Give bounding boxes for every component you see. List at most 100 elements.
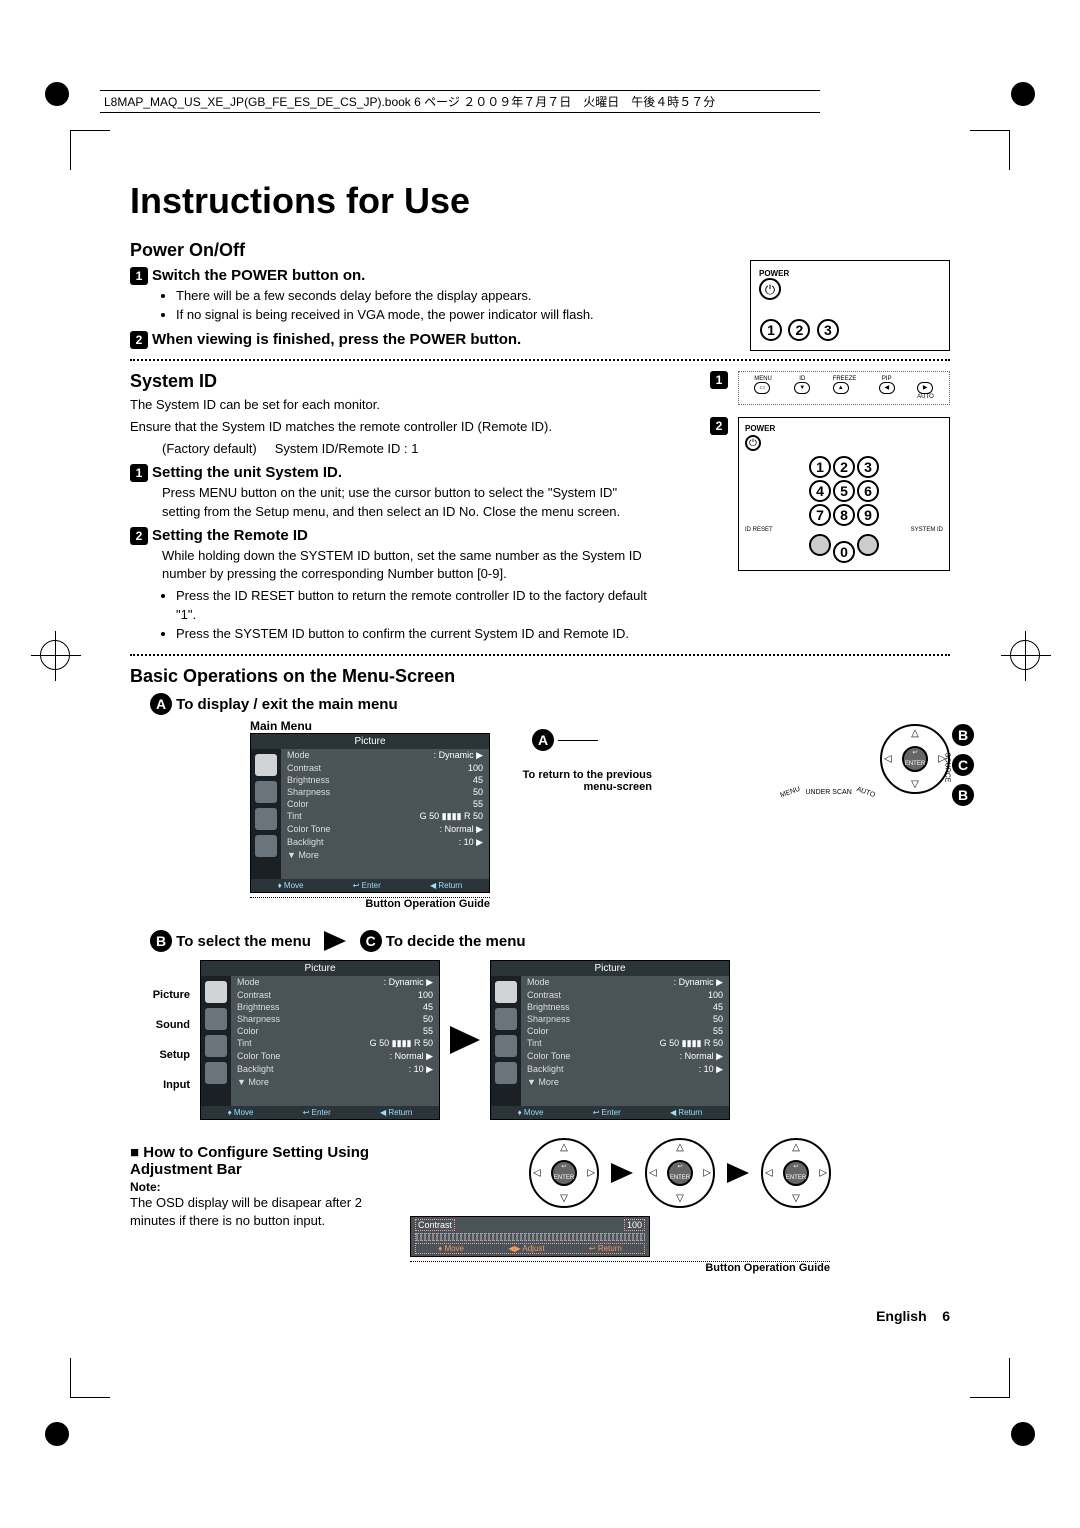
- config-title-text: How to Configure Setting Using Adjustmen…: [130, 1144, 369, 1178]
- menu-title: Picture: [251, 734, 489, 749]
- arrow-right-icon: [727, 1163, 749, 1183]
- circ-b1: B: [952, 724, 974, 746]
- btn-label: ID: [794, 376, 810, 382]
- enter-wheel: ↩ENTER △ ▽ ◁ ▷: [880, 724, 950, 794]
- setup-icon: [495, 1035, 517, 1057]
- main-menu-screen: Picture Mode: Dynamic ▶Contrast100Bright…: [250, 733, 490, 893]
- power-step1-text: Switch the POWER button on.: [152, 267, 365, 284]
- power-heading: Power On/Off: [130, 240, 650, 261]
- badge-1: 1: [130, 267, 148, 285]
- sound-icon: [205, 1008, 227, 1030]
- menu-title: Picture: [491, 961, 729, 976]
- circ-c1: C: [952, 754, 974, 776]
- unit-buttons: MENU▭ ID▼ FREEZE▲ PIP◀ .▶AUTO: [738, 371, 950, 405]
- key-3: 3: [857, 456, 879, 478]
- adj-label: Contrast: [415, 1219, 455, 1231]
- page-footer: English 6: [876, 1308, 950, 1324]
- footer-enter: ↩ Enter: [353, 881, 381, 890]
- menu-body-a: Mode: Dynamic ▶Contrast100Brightness45Sh…: [281, 749, 489, 861]
- key-9: 9: [857, 504, 879, 526]
- note-label: Note:: [130, 1180, 390, 1194]
- b-title-text: To select the menu: [176, 933, 311, 950]
- arrow-right-icon: [611, 1163, 633, 1183]
- enter-icon: ↩ENTER: [667, 1160, 693, 1186]
- up-btn-icon: ▲: [833, 382, 849, 394]
- key-systemid: [857, 534, 879, 556]
- adj-footer: ♦ Move ◀▶ Adjust ↩ Return: [415, 1243, 645, 1254]
- key-7: 7: [809, 504, 831, 526]
- systemid-label: SYSTEM ID: [911, 527, 943, 533]
- power-step2-text: When viewing is finished, press the POWE…: [152, 331, 521, 348]
- side-picture: Picture: [130, 989, 190, 1001]
- bog-pointer-2: Button Operation Guide: [410, 1261, 830, 1274]
- down-btn-icon: ▼: [794, 382, 810, 394]
- input-icon: [495, 1062, 517, 1084]
- systemid-line2: Ensure that the System ID matches the re…: [130, 418, 650, 436]
- arrow-big-icon: [450, 1026, 480, 1054]
- note-body: The OSD display will be disapear after 2…: [130, 1194, 390, 1230]
- left-arrow-icon: ◁: [884, 753, 892, 764]
- badge-remote-1: 1: [710, 371, 728, 389]
- enter-icon: ↩ENTER: [902, 746, 928, 772]
- a-title: A To display / exit the main menu: [150, 693, 950, 715]
- circ-a: A: [150, 693, 172, 715]
- enter-wheel: ↩ENTER△▽◁▷: [645, 1138, 715, 1208]
- systemid-s2: 2Setting the Remote ID: [130, 527, 650, 545]
- circ-1: 1: [760, 319, 782, 341]
- key-2: 2: [833, 456, 855, 478]
- footer-move: ♦ Move: [278, 881, 304, 890]
- menu-title: Picture: [201, 961, 439, 976]
- key-8: 8: [833, 504, 855, 526]
- adj-move: ♦ Move: [438, 1244, 464, 1253]
- s2-title: Setting the Remote ID: [152, 527, 308, 544]
- reg-dot-br: [1011, 1422, 1035, 1446]
- menu-footer: ♦ Move ↩ Enter ◀ Return: [491, 1106, 729, 1119]
- badge-remote-2: 2: [710, 417, 728, 435]
- wheel-auto-label: AUTO: [856, 786, 877, 799]
- menu-screen-c: Picture Mode: Dynamic ▶Contrast100Bright…: [490, 960, 730, 1120]
- down-arrow-icon: ▽: [911, 779, 919, 790]
- power-step1: 1Switch the POWER button on.: [130, 267, 650, 285]
- default-b: System ID/Remote ID : 1: [275, 441, 419, 456]
- target-mark: [1010, 640, 1040, 670]
- c-title: C To decide the menu: [360, 930, 526, 952]
- remote-keypad: POWER ⏻ 123 456 789 ID RESET SYSTEM ID 0: [738, 417, 950, 571]
- list-item: Press the ID RESET button to return the …: [176, 587, 650, 625]
- crop-mark: [70, 1358, 110, 1398]
- btn-label: FREEZE: [833, 376, 857, 382]
- footer-enter: ↩ Enter: [303, 1108, 331, 1117]
- power-label: POWER: [759, 269, 941, 278]
- idreset-label: ID RESET: [745, 527, 773, 533]
- circ-a-diag: A: [532, 729, 554, 751]
- wheel-menu-label: MENU: [780, 785, 802, 799]
- footer-return: ◀ Return: [380, 1108, 412, 1117]
- circ-2: 2: [788, 319, 810, 341]
- crop-mark: [970, 1358, 1010, 1398]
- side-input: Input: [130, 1079, 190, 1091]
- up-arrow-icon: △: [911, 728, 919, 739]
- picture-icon: [205, 981, 227, 1003]
- circ-3: 3: [817, 319, 839, 341]
- enter-wheel: ↩ENTER△▽◁▷: [761, 1138, 831, 1208]
- setup-icon: [205, 1035, 227, 1057]
- config-title: ■ How to Configure Setting Using Adjustm…: [130, 1144, 390, 1178]
- s1-title: Setting the unit System ID.: [152, 464, 342, 481]
- s1-body: Press MENU button on the unit; use the c…: [162, 484, 650, 520]
- systemid-s1: 1Setting the unit System ID.: [130, 464, 650, 482]
- left-btn-icon: ◀: [879, 382, 895, 394]
- reg-dot-tr: [1011, 82, 1035, 106]
- return-prev-label: To return to the previous menu-screen: [522, 769, 652, 793]
- setup-icon: [255, 808, 277, 830]
- picture-icon: [255, 754, 277, 776]
- footer-enter: ↩ Enter: [593, 1108, 621, 1117]
- bog-pointer: Button Operation Guide: [250, 897, 490, 910]
- footer-page-num: 6: [942, 1308, 950, 1324]
- s2-list: Press the ID RESET button to return the …: [176, 587, 650, 644]
- btn-label: AUTO: [917, 394, 934, 400]
- separator: [130, 654, 950, 656]
- input-icon: [205, 1062, 227, 1084]
- default-a: (Factory default): [162, 441, 257, 456]
- c-title-text: To decide the menu: [386, 933, 526, 950]
- badge-2: 2: [130, 527, 148, 545]
- right-arrow-icon: ▷: [938, 753, 946, 764]
